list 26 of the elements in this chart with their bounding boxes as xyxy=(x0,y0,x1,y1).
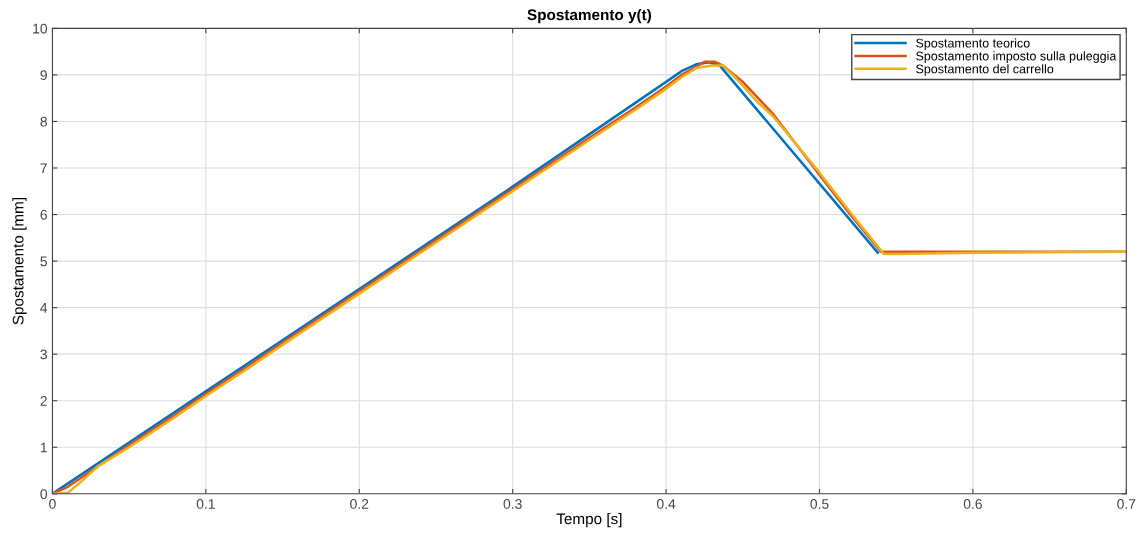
x-tick-label: 0 xyxy=(49,499,56,509)
x-tick-label: 0.5 xyxy=(810,499,829,509)
x-tick-label: 0.2 xyxy=(350,499,369,509)
line-series xyxy=(52,61,880,494)
y-tick-label: 10 xyxy=(33,23,48,34)
y-tick-label: 5 xyxy=(40,256,47,267)
x-tick-label: 0.1 xyxy=(196,499,215,509)
y-tick-label: 1 xyxy=(40,442,47,453)
y-axis-title: Spostamento [mm] xyxy=(12,198,27,325)
chart-title: Spostamento y(t) xyxy=(527,8,652,24)
y-tick-label: 7 xyxy=(40,163,47,174)
y-tick-label: 3 xyxy=(40,349,47,360)
x-tick-label: 0.6 xyxy=(963,499,982,509)
y-tick-label: 6 xyxy=(40,209,47,220)
y-tick-label: 0 xyxy=(40,489,48,499)
x-tick-label: 0.7 xyxy=(1117,499,1136,509)
x-tick-label: 0.4 xyxy=(656,499,676,509)
y-tick-label: 9 xyxy=(40,70,47,81)
y-tick-label: 2 xyxy=(40,396,47,406)
y-tick-label: 8 xyxy=(40,116,47,127)
x-tick-label: 0.3 xyxy=(503,499,522,509)
x-axis-title: Tempo [s] xyxy=(556,513,622,528)
y-tick-label: 4 xyxy=(40,303,48,313)
legend-label: Spostamento imposto sulla puleggia xyxy=(916,51,1117,63)
legend-label: Spostamento teorico xyxy=(916,38,1030,51)
legend-label: Spostamento del carrello xyxy=(916,64,1054,76)
